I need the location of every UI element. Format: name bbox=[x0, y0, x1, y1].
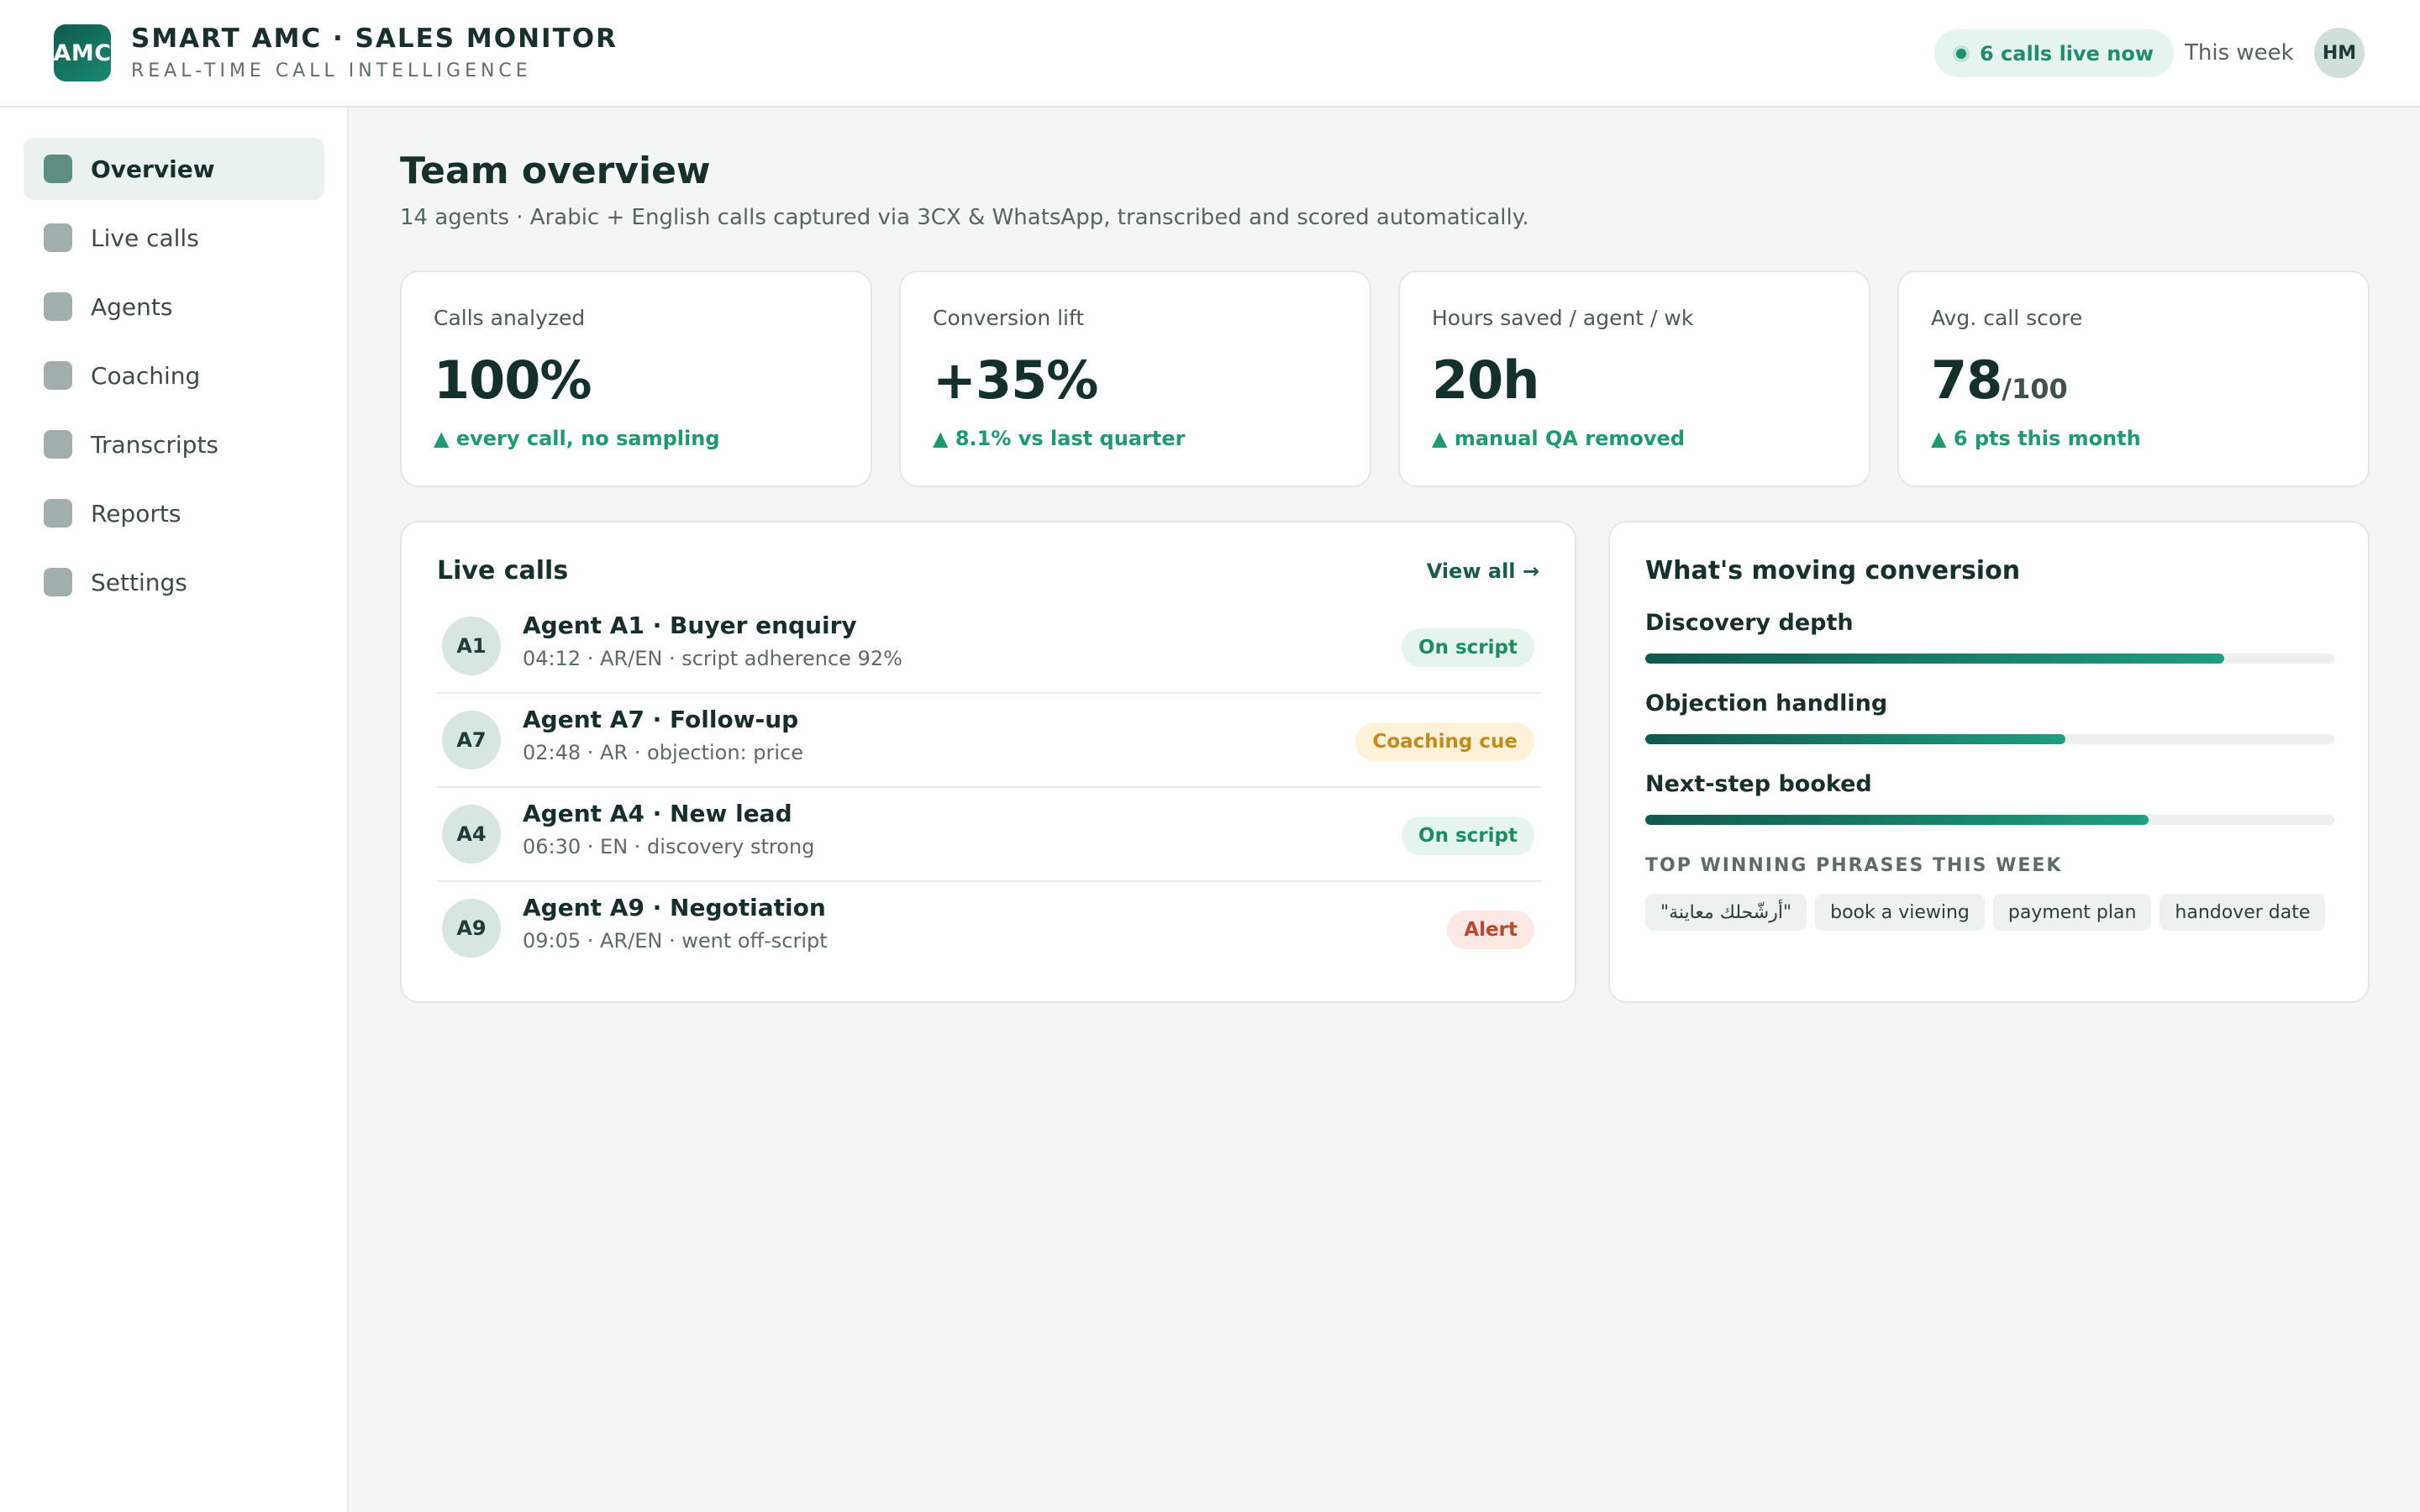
settings-icon bbox=[44, 568, 72, 596]
metric-bar-objection-handling bbox=[1645, 734, 2334, 744]
coaching-icon bbox=[44, 361, 72, 390]
sidebar: Overview Live calls Agents Coaching Tran… bbox=[0, 108, 349, 1512]
sidebar-item-label: Coaching bbox=[91, 361, 201, 390]
metric-label: Discovery depth bbox=[1645, 610, 1854, 636]
status-badge: On script bbox=[1402, 628, 1534, 667]
sidebar-item-label: Live calls bbox=[91, 223, 199, 252]
kpi-label: Hours saved / agent / wk bbox=[1432, 306, 1694, 330]
live-calls-label: 6 calls live now bbox=[1980, 41, 2154, 66]
sidebar-item-overview[interactable]: Overview bbox=[24, 138, 324, 200]
kpi-label: Calls analyzed bbox=[434, 306, 586, 330]
phrase-chip[interactable]: payment plan bbox=[1992, 894, 2152, 931]
kpi-card-calls-analyzed: Calls analyzed 100% ▲ every call, no sam… bbox=[400, 270, 872, 487]
phrase-chip[interactable]: "أرشّحلك معاينة" bbox=[1645, 894, 1807, 931]
phrase-chip[interactable]: handover date bbox=[2160, 894, 2326, 931]
sidebar-item-label: Agents bbox=[91, 292, 173, 321]
page-title: Team overview bbox=[400, 150, 711, 192]
sidebar-item-coaching[interactable]: Coaching bbox=[24, 344, 324, 407]
metric-fill bbox=[1645, 815, 2149, 825]
period-selector[interactable]: This week bbox=[2185, 40, 2294, 66]
page-subtitle: 14 agents · Arabic + English calls captu… bbox=[400, 205, 1529, 230]
sidebar-item-live-calls[interactable]: Live calls bbox=[24, 207, 324, 269]
kpi-delta: ▲ every call, no sampling bbox=[434, 427, 720, 450]
agent-avatar: A7 bbox=[442, 711, 501, 769]
live-calls-title: Live calls bbox=[437, 556, 569, 585]
sidebar-item-label: Reports bbox=[91, 499, 182, 528]
call-meta: 09:05 · AR/EN · went off-script bbox=[523, 929, 828, 953]
sidebar-item-label: Overview bbox=[91, 155, 215, 183]
metric-label: Next-step booked bbox=[1645, 771, 1872, 797]
agents-icon bbox=[44, 292, 72, 321]
sidebar-item-transcripts[interactable]: Transcripts bbox=[24, 413, 324, 475]
live-calls-icon bbox=[44, 223, 72, 252]
status-badge: Alert bbox=[1447, 911, 1534, 949]
call-row[interactable]: A9 Agent A9 · Negotiation 09:05 · AR/EN … bbox=[437, 882, 1541, 976]
kpi-value: +35% bbox=[933, 349, 1098, 411]
top-bar: AMC SMART AMC · SALES MONITOR REAL-TIME … bbox=[0, 0, 2420, 108]
call-meta: 04:12 · AR/EN · script adherence 92% bbox=[523, 647, 902, 670]
sidebar-item-settings[interactable]: Settings bbox=[24, 551, 324, 613]
metric-label: Objection handling bbox=[1645, 690, 1888, 717]
live-calls-card: Live calls View all → A1 Agent A1 · Buye… bbox=[400, 521, 1576, 1003]
reports-icon bbox=[44, 499, 72, 528]
app-title: SMART AMC · SALES MONITOR bbox=[131, 24, 618, 54]
call-title: Agent A1 · Buyer enquiry bbox=[523, 612, 857, 639]
kpi-label: Avg. call score bbox=[1931, 306, 2083, 330]
phrase-chip[interactable]: book a viewing bbox=[1815, 894, 1985, 931]
transcripts-icon bbox=[44, 430, 72, 459]
sidebar-item-label: Transcripts bbox=[91, 430, 219, 459]
live-dot-icon bbox=[1953, 45, 1970, 62]
logo: AMC bbox=[53, 24, 111, 81]
kpi-card-avg-call-score: Avg. call score 78/100 ▲ 6 pts this mont… bbox=[1897, 270, 2370, 487]
conversion-drivers-card: What's moving conversion Discovery depth… bbox=[1608, 521, 2370, 1003]
overview-icon bbox=[44, 155, 72, 183]
kpi-card-hours-saved: Hours saved / agent / wk 20h ▲ manual QA… bbox=[1398, 270, 1870, 487]
conversion-title: What's moving conversion bbox=[1645, 556, 2021, 585]
call-row[interactable]: A1 Agent A1 · Buyer enquiry 04:12 · AR/E… bbox=[437, 600, 1541, 694]
kpi-value: 100% bbox=[434, 349, 592, 411]
kpi-delta: ▲ 8.1% vs last quarter bbox=[933, 427, 1186, 450]
call-meta: 02:48 · AR · objection: price bbox=[523, 741, 803, 764]
view-all-link[interactable]: View all → bbox=[1426, 559, 1539, 583]
call-meta: 06:30 · EN · discovery strong bbox=[523, 835, 815, 858]
sidebar-item-label: Settings bbox=[91, 568, 187, 596]
phrase-chips: "أرشّحلك معاينة" book a viewing payment … bbox=[1645, 894, 2326, 931]
call-title: Agent A7 · Follow-up bbox=[523, 706, 799, 733]
kpi-delta: ▲ 6 pts this month bbox=[1931, 427, 2141, 450]
metric-bar-discovery-depth bbox=[1645, 654, 2334, 664]
kpi-value: 78/100 bbox=[1931, 349, 2068, 411]
metric-fill bbox=[1645, 734, 2066, 744]
call-row[interactable]: A4 Agent A4 · New lead 06:30 · EN · disc… bbox=[437, 788, 1541, 882]
call-title: Agent A4 · New lead bbox=[523, 800, 792, 827]
metric-fill bbox=[1645, 654, 2224, 664]
app-subtitle: REAL-TIME CALL INTELLIGENCE bbox=[131, 60, 532, 81]
live-calls-pill[interactable]: 6 calls live now bbox=[1934, 29, 2175, 77]
call-title: Agent A9 · Negotiation bbox=[523, 894, 826, 921]
call-row[interactable]: A7 Agent A7 · Follow-up 02:48 · AR · obj… bbox=[437, 694, 1541, 788]
kpi-label: Conversion lift bbox=[933, 306, 1085, 330]
user-avatar[interactable]: HM bbox=[2314, 28, 2365, 78]
sidebar-item-agents[interactable]: Agents bbox=[24, 276, 324, 338]
kpi-delta: ▲ manual QA removed bbox=[1432, 427, 1686, 450]
phrases-heading: TOP WINNING PHRASES THIS WEEK bbox=[1645, 855, 2063, 876]
sidebar-item-reports[interactable]: Reports bbox=[24, 482, 324, 544]
agent-avatar: A1 bbox=[442, 617, 501, 675]
metric-bar-next-step-booked bbox=[1645, 815, 2334, 825]
agent-avatar: A9 bbox=[442, 899, 501, 958]
status-badge: On script bbox=[1402, 816, 1534, 855]
status-badge: Coaching cue bbox=[1355, 722, 1534, 761]
agent-avatar: A4 bbox=[442, 805, 501, 864]
kpi-value: 20h bbox=[1432, 349, 1539, 411]
kpi-card-conversion-lift: Conversion lift +35% ▲ 8.1% vs last quar… bbox=[899, 270, 1371, 487]
